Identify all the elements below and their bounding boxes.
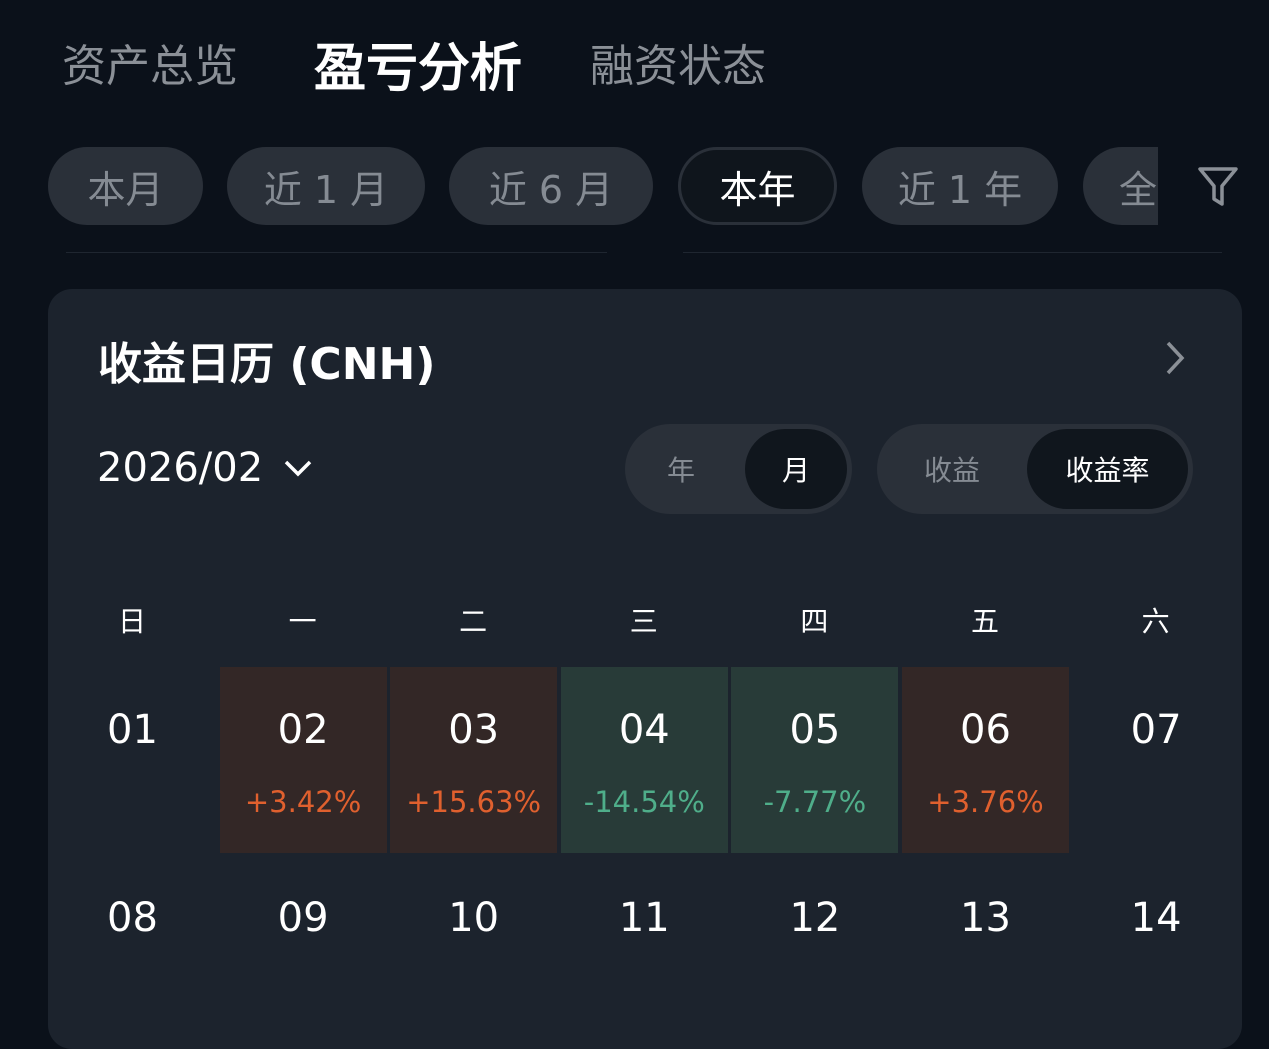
day-number: 14 — [1130, 895, 1182, 941]
day-cell[interactable]: 04 -14.54% — [560, 667, 728, 853]
period-pill[interactable]: 全 — [1083, 147, 1158, 225]
tab[interactable]: 资产总览 — [62, 41, 238, 92]
weekday: 二 — [459, 605, 488, 638]
day-number: 11 — [618, 895, 670, 941]
card-title: 收益日历 (CNH) — [98, 339, 436, 390]
day-cell[interactable]: 01 — [49, 667, 216, 853]
day-number: 06 — [960, 707, 1011, 753]
day-rate: -14.54% — [583, 785, 705, 819]
day-number: 10 — [448, 895, 500, 941]
period-pill[interactable]: 近 6 月 — [449, 147, 653, 225]
day-rate: +15.63% — [406, 785, 542, 819]
day-cell[interactable]: 12 — [731, 855, 898, 1041]
page: 收益日历 (CNH) 2026/02 资产总览 盈亏分析 融资状态 本月近 1 月近 … — [48, 39, 1242, 1049]
day-cell[interactable]: 09 — [220, 855, 387, 1041]
divider — [66, 252, 607, 253]
day-number: 07 — [1130, 707, 1182, 753]
day-rate: +3.76% — [927, 785, 1044, 819]
tab[interactable]: 融资状态 — [590, 41, 766, 92]
day-cell[interactable]: 03 +15.63% — [390, 667, 558, 853]
day-number: 13 — [960, 895, 1011, 941]
chevron-down[interactable] — [282, 456, 314, 482]
day-cell[interactable]: 11 — [561, 855, 728, 1041]
filter-icon[interactable] — [1196, 164, 1240, 208]
day-rate: +3.42% — [244, 785, 362, 819]
toggle: 收益 收益率 — [877, 424, 1193, 514]
weekday: 四 — [800, 605, 829, 638]
weekday: 六 — [1141, 605, 1170, 638]
divider — [683, 252, 1222, 253]
period-pill[interactable]: 本年 — [678, 147, 837, 225]
period-pill[interactable]: 近 1 月 — [227, 147, 425, 225]
day-number: 02 — [277, 707, 329, 753]
day-cell[interactable]: 02 +3.42% — [219, 667, 387, 853]
toggle-option[interactable]: 收益 — [923, 454, 980, 487]
day-number: 09 — [277, 895, 329, 941]
day-cell[interactable]: 08 — [49, 855, 216, 1041]
day-cell[interactable]: 13 — [902, 855, 1069, 1041]
weekday: 日 — [117, 605, 146, 638]
day-cell[interactable]: 06 +3.76% — [902, 667, 1069, 853]
weekday: 一 — [288, 605, 317, 638]
period-pill[interactable]: 本月 — [48, 147, 203, 225]
day-number: 01 — [107, 707, 158, 753]
toggle-option[interactable]: 收益率 — [1027, 429, 1188, 509]
weekday: 五 — [970, 605, 999, 638]
toggle: 年月 — [625, 424, 852, 514]
tab[interactable]: 盈亏分析 — [314, 39, 523, 99]
day-number: 04 — [618, 707, 670, 753]
period-pill[interactable]: 近 1 年 — [862, 147, 1058, 225]
day-cell[interactable]: 07 — [1073, 667, 1240, 853]
toggle-option[interactable]: 月 — [745, 429, 847, 509]
weekday: 三 — [629, 605, 658, 638]
month-picker[interactable]: 2026/02 — [97, 445, 264, 491]
day-number: 03 — [448, 707, 500, 753]
day-cell[interactable]: 05 -7.77% — [731, 667, 899, 853]
day-number: 05 — [789, 707, 841, 753]
toggle-option[interactable]: 年 — [666, 454, 695, 487]
day-number: 12 — [789, 895, 841, 941]
day-number: 08 — [107, 895, 158, 941]
chevron-right[interactable] — [1160, 338, 1190, 378]
day-rate: -7.77% — [763, 785, 867, 819]
day-cell[interactable]: 10 — [390, 855, 557, 1041]
day-cell[interactable]: 14 — [1073, 855, 1240, 1041]
